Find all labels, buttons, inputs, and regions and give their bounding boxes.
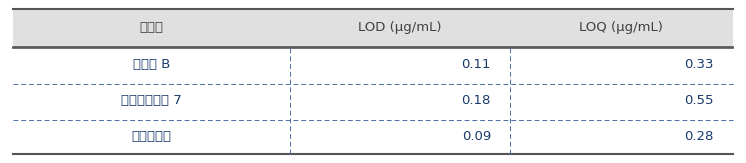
Text: 스칼렛레드: 스칼렛레드	[132, 130, 172, 143]
Text: 0.55: 0.55	[684, 94, 714, 107]
Bar	[13, 9, 733, 47]
Text: LOD (μg/mL): LOD (μg/mL)	[358, 21, 442, 34]
Text: 0.11: 0.11	[462, 58, 491, 71]
Text: 0.28: 0.28	[685, 130, 714, 143]
Text: 성분명: 성분명	[140, 21, 164, 34]
Text: LOQ (μg/mL): LOQ (μg/mL)	[579, 21, 663, 34]
Text: 0.18: 0.18	[462, 94, 491, 107]
Text: 0.33: 0.33	[684, 58, 714, 71]
Text: 로다민 B: 로다민 B	[134, 58, 171, 71]
Text: 솔벤트오렌지 7: 솔벤트오렌지 7	[122, 94, 182, 107]
Text: 0.09: 0.09	[462, 130, 491, 143]
